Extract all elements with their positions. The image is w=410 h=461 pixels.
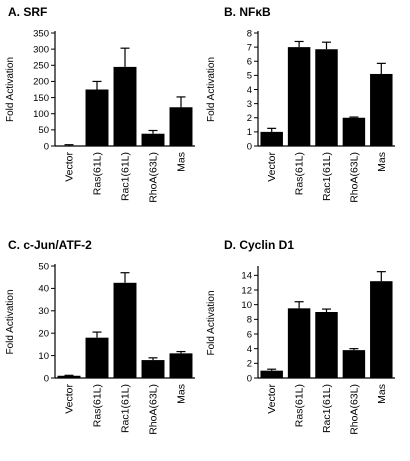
y-tick-label: 7 [247, 42, 252, 53]
bar-ras-61l [287, 47, 311, 146]
y-tick-label: 6 [247, 57, 252, 68]
bar-mas [169, 107, 193, 146]
bar-rhoa-63l [141, 133, 165, 146]
bar-vector [57, 145, 81, 147]
x-tick-label: Vector [64, 152, 76, 182]
x-tick-label: Mas [176, 384, 188, 404]
y-tick-label: 12 [241, 285, 252, 296]
x-tick-label: Mas [176, 152, 188, 172]
bar-rhoa-63l [342, 350, 366, 378]
bar-mas [169, 353, 193, 378]
y-axis-label: Fold Activation [206, 57, 217, 122]
x-tick-label: Ras(61L) [294, 152, 306, 195]
y-tick-label: 200 [33, 77, 49, 88]
y-tick-label: 0 [44, 141, 49, 152]
y-axis-label: Fold Activation [5, 289, 16, 354]
y-tick-label: 2 [247, 113, 252, 124]
bar-ras-61l [287, 308, 311, 378]
x-tick-label: Ras(61L) [294, 384, 306, 427]
bar-rac1-61l [315, 312, 338, 378]
x-tick-label: Vector [266, 384, 278, 414]
y-tick-label: 300 [33, 44, 49, 55]
bar-rhoa-63l [342, 117, 366, 146]
x-tick-label: Vector [64, 384, 76, 414]
x-tick-label: Vector [266, 152, 278, 182]
y-tick-label: 50 [38, 261, 49, 272]
x-tick-label: Rac1(61L) [321, 152, 333, 201]
x-tick-label: Mas [376, 152, 388, 172]
x-tick-label: Ras(61L) [92, 152, 104, 195]
x-tick-label: Rac1(61L) [120, 152, 132, 201]
y-tick-label: 40 [38, 284, 49, 295]
y-tick-label: 50 [38, 125, 49, 136]
bar-rhoa-63l [141, 360, 165, 378]
y-tick-label: 4 [247, 344, 252, 355]
chart-panel-2: B. NFκB Fold Activation 0 1 2 3 4 5 6 7 8 Vector Ras… [206, 5, 395, 203]
chart-panel-1: A. SRF Fold Activation 0 50 100 150 200 250 300 3… [5, 5, 195, 203]
y-tick-label: 10 [241, 300, 252, 311]
y-tick-label: 0 [247, 141, 252, 152]
y-tick-label: 3 [247, 99, 252, 110]
x-tick-label: RhoA(63L) [348, 384, 360, 435]
chart-title: D. Cyclin D1 [224, 238, 294, 252]
y-tick-label: 150 [33, 93, 49, 104]
chart-title: B. NFκB [224, 5, 271, 19]
y-tick-label: 6 [247, 329, 252, 340]
y-tick-label: 2 [247, 359, 252, 370]
y-tick-label: 100 [33, 109, 49, 120]
y-tick-label: 250 [33, 61, 49, 72]
y-tick-label: 10 [38, 351, 49, 362]
y-tick-label: 0 [247, 373, 252, 384]
bar-vector [260, 370, 283, 378]
x-tick-label: Ras(61L) [92, 384, 104, 427]
y-tick-label: 20 [38, 329, 49, 340]
y-tick-label: 4 [247, 85, 252, 96]
y-tick-label: 350 [33, 28, 49, 39]
bar-ras-61l [85, 89, 109, 146]
bar-vector [260, 131, 283, 146]
x-tick-label: RhoA(63L) [148, 384, 160, 435]
bar-rac1-61l [113, 282, 137, 378]
y-tick-label: 1 [247, 127, 252, 138]
bar-vector [57, 375, 81, 378]
chart-panel-4: D. Cyclin D1 Fold Activation 0 2 4 6 8 10 12 14 Ve… [206, 238, 395, 435]
chart-panel-3: C. c-Jun/ATF-2 Fold Activation 0 10 20 30 40 50… [5, 238, 195, 435]
y-tick-label: 8 [247, 28, 252, 39]
bar-rac1-61l [113, 66, 137, 146]
y-tick-label: 14 [241, 271, 252, 282]
x-tick-label: Rac1(61L) [321, 384, 333, 433]
y-tick-label: 8 [247, 315, 252, 326]
chart-title: A. SRF [8, 5, 47, 19]
x-tick-label: RhoA(63L) [348, 152, 360, 203]
y-axis-label: Fold Activation [206, 290, 217, 355]
y-tick-label: 5 [247, 71, 252, 82]
bar-rac1-61l [315, 49, 338, 146]
x-tick-label: RhoA(63L) [148, 152, 160, 203]
x-tick-label: Rac1(61L) [120, 384, 132, 433]
y-axis-label: Fold Activation [5, 57, 16, 122]
y-tick-label: 0 [44, 373, 49, 384]
bar-mas [370, 281, 393, 378]
chart-title: C. c-Jun/ATF-2 [8, 238, 92, 252]
x-tick-label: Mas [376, 384, 388, 404]
bar-ras-61l [85, 337, 109, 378]
y-tick-label: 30 [38, 306, 49, 317]
bar-mas [370, 73, 393, 146]
